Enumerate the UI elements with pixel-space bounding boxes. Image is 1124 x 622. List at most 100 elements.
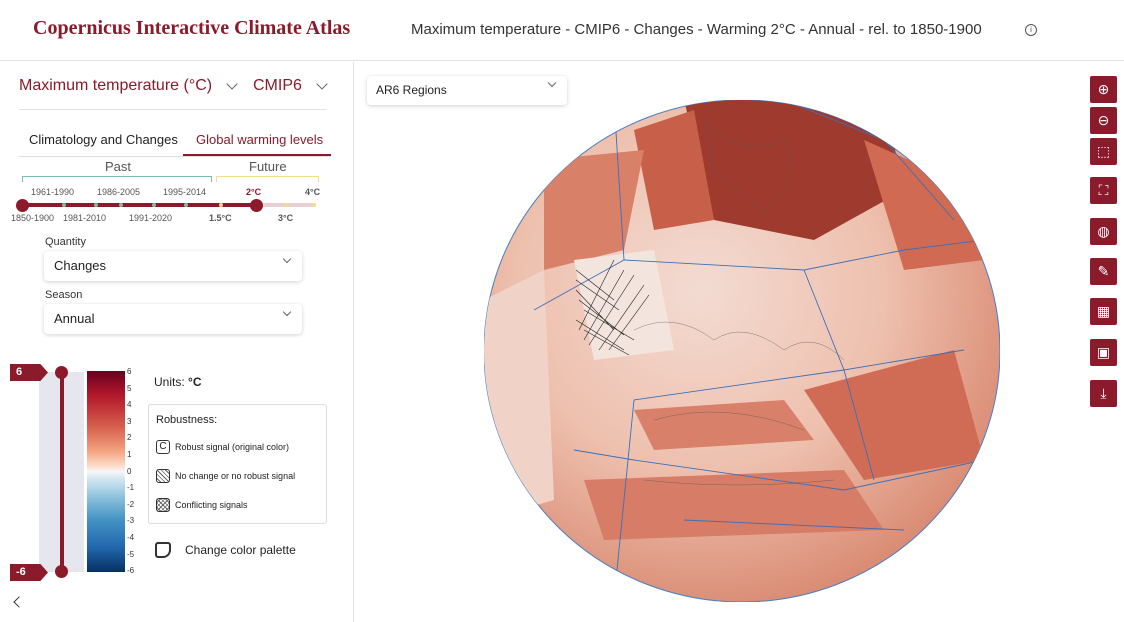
globe-icon: ◍ bbox=[1097, 223, 1110, 239]
timeline-tick[interactable] bbox=[119, 203, 123, 207]
legend-max-handle[interactable] bbox=[55, 366, 68, 379]
timeline-tick[interactable] bbox=[219, 203, 223, 207]
pin-button[interactable]: ✎ bbox=[1090, 258, 1117, 285]
map-title: Maximum temperature - CMIP6 - Changes - … bbox=[411, 21, 982, 38]
robustness-panel: Robustness: C Robust signal (original co… bbox=[148, 404, 327, 524]
quantity-select[interactable]: Changes bbox=[44, 251, 302, 281]
download-icon: ⤓ bbox=[1100, 385, 1107, 401]
robustness-item: C Robust signal (original color) bbox=[156, 440, 289, 454]
colorbar-tick-label: -5 bbox=[127, 549, 135, 559]
colorbar-tick-label: -6 bbox=[127, 566, 135, 576]
units-prefix: Units: bbox=[154, 375, 185, 389]
timeline-range bbox=[22, 203, 256, 207]
header: Copernicus Interactive Climate Atlas Max… bbox=[0, 0, 1124, 61]
chevron-down-icon bbox=[316, 77, 328, 90]
timeline-label[interactable]: 1991-2020 bbox=[129, 213, 173, 223]
tab-global-warming-levels[interactable]: Global warming levels bbox=[183, 132, 331, 156]
season-label: Season bbox=[45, 289, 83, 301]
timeline-label[interactable]: 4°C bbox=[305, 187, 321, 197]
units-value: °C bbox=[188, 375, 202, 389]
legend-min-tag[interactable]: -6 bbox=[10, 564, 48, 581]
region-select[interactable]: AR6 Regions bbox=[367, 76, 567, 105]
timeline-label[interactable]: 1850-1900 bbox=[11, 213, 55, 223]
quantity-label: Quantity bbox=[45, 236, 86, 248]
colorbar-tick-label: 5 bbox=[127, 383, 132, 393]
region-select-label: AR6 Regions bbox=[376, 83, 447, 97]
timeline-label[interactable]: 2°C bbox=[246, 187, 262, 197]
timeline-tick[interactable] bbox=[62, 203, 66, 207]
image-icon: ▣ bbox=[1096, 344, 1111, 360]
zoom-in-icon: ⊕ bbox=[1097, 81, 1110, 97]
colorbar-tick-label: 6 bbox=[127, 367, 132, 376]
robustness-item-label: No change or no robust signal bbox=[175, 471, 296, 481]
past-label: Past bbox=[105, 159, 132, 174]
chevron-down-icon bbox=[282, 307, 292, 317]
colorbar-tick-label: 4 bbox=[127, 400, 132, 410]
timeline-tick[interactable] bbox=[184, 203, 188, 207]
timeline-label[interactable]: 1.5°C bbox=[209, 213, 232, 223]
timeline-start-handle[interactable] bbox=[16, 199, 29, 212]
fullscreen-icon: ⛶ bbox=[1098, 182, 1109, 198]
palette-icon bbox=[155, 542, 171, 558]
collapse-sidebar-icon[interactable] bbox=[13, 596, 25, 608]
tab-underline bbox=[19, 156, 331, 157]
robustness-item-label: Conflicting signals bbox=[175, 500, 248, 510]
globe-map[interactable] bbox=[484, 100, 1000, 602]
timeline-tick[interactable] bbox=[152, 203, 156, 207]
timeline-tick[interactable] bbox=[312, 203, 316, 207]
tab-climatology[interactable]: Climatology and Changes bbox=[29, 132, 178, 147]
season-select[interactable]: Annual bbox=[44, 304, 302, 334]
download-button[interactable]: ⤓ bbox=[1090, 380, 1117, 407]
timeline-end-handle[interactable] bbox=[250, 199, 263, 212]
legend-min-handle[interactable] bbox=[55, 565, 68, 578]
checkerboard-icon: ▦ bbox=[1096, 303, 1111, 319]
zoom-out-button[interactable]: ⊖ bbox=[1090, 107, 1117, 134]
palette-button-label: Change color palette bbox=[185, 543, 296, 557]
chevron-down-icon bbox=[226, 77, 238, 90]
pin-icon: ✎ bbox=[1097, 263, 1110, 279]
variable-label: Maximum temperature (°C) bbox=[19, 77, 213, 94]
zoom-out-icon: ⊖ bbox=[1097, 112, 1110, 128]
chevron-down-icon bbox=[547, 78, 557, 88]
colorbar-tick-label: 1 bbox=[127, 450, 132, 459]
sidebar: Maximum temperature (°C) CMIP6 Climatolo… bbox=[0, 62, 354, 622]
info-icon[interactable]: i bbox=[1025, 24, 1037, 36]
robustness-title: Robustness: bbox=[156, 414, 218, 426]
robustness-item-label: Robust signal (original color) bbox=[175, 442, 290, 452]
checkerboard-button[interactable]: ▦ bbox=[1090, 298, 1117, 325]
timeline-label[interactable]: 1981-2010 bbox=[63, 213, 107, 223]
crosshatch-icon bbox=[156, 498, 170, 512]
timeline-label[interactable]: 1986-2005 bbox=[97, 187, 141, 197]
globe-button[interactable]: ◍ bbox=[1090, 218, 1117, 245]
variable-select[interactable]: Maximum temperature (°C) bbox=[19, 77, 238, 95]
robustness-item: No change or no robust signal bbox=[156, 469, 295, 483]
change-palette-button[interactable]: Change color palette bbox=[155, 542, 296, 558]
image-export-button[interactable]: ▣ bbox=[1090, 339, 1117, 366]
fullscreen-button[interactable]: ⛶ bbox=[1090, 177, 1117, 204]
colorbar-tick-label: -3 bbox=[127, 516, 135, 526]
hatch-icon bbox=[156, 469, 170, 483]
divider bbox=[19, 109, 327, 110]
timeline-tick[interactable] bbox=[94, 203, 98, 207]
timeline-tick[interactable] bbox=[285, 203, 289, 207]
legend-range-slider[interactable] bbox=[60, 372, 64, 572]
select-area-button[interactable]: ⬚ bbox=[1090, 138, 1117, 165]
colorbar-tick-label: -2 bbox=[127, 499, 135, 509]
past-bracket bbox=[22, 176, 212, 182]
timeline-label[interactable]: 3°C bbox=[278, 213, 294, 223]
colorbar-tick-label: 2 bbox=[127, 433, 132, 443]
dataset-select[interactable]: CMIP6 bbox=[253, 77, 328, 95]
legend-max-tag[interactable]: 6 bbox=[10, 364, 48, 381]
colorbar-tick-label: -1 bbox=[127, 483, 135, 493]
app-title[interactable]: Copernicus Interactive Climate Atlas bbox=[33, 17, 351, 39]
zoom-in-button[interactable]: ⊕ bbox=[1090, 76, 1117, 103]
colorbar-tick-label: 3 bbox=[127, 416, 132, 426]
timeline-label[interactable]: 1995-2014 bbox=[163, 187, 207, 197]
robust-signal-icon: C bbox=[156, 440, 170, 454]
chevron-down-icon bbox=[282, 254, 292, 264]
dataset-label: CMIP6 bbox=[253, 77, 302, 94]
future-bracket bbox=[216, 176, 319, 182]
season-value: Annual bbox=[54, 311, 95, 326]
quantity-value: Changes bbox=[54, 258, 107, 273]
timeline-label[interactable]: 1961-1990 bbox=[31, 187, 75, 197]
